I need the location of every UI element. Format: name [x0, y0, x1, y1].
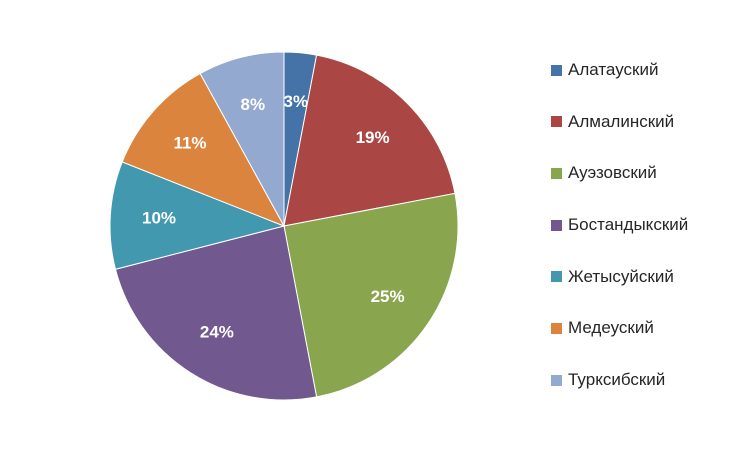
- slice-data-label: 10%: [142, 209, 176, 228]
- legend-label: Турксибский: [568, 370, 666, 390]
- legend-swatch: [551, 64, 562, 76]
- legend-item-bostandyksky: Бостандыкский: [551, 212, 746, 238]
- legend-swatch: [551, 374, 562, 386]
- slice-data-label: 11%: [173, 134, 206, 153]
- legend-label: Медеуский: [568, 318, 654, 338]
- legend-item-almalinsky: Алмалинский: [551, 109, 746, 135]
- legend-swatch: [551, 167, 562, 179]
- legend-label: Ауэзовский: [568, 163, 657, 183]
- pie-slice-6: [121, 72, 286, 227]
- legend-label: Алатауский: [568, 60, 659, 79]
- legend-swatch: [551, 271, 562, 283]
- slice-data-label: 3%: [284, 92, 309, 111]
- pie-slice-7: [199, 51, 285, 227]
- legend-item-zhetysuisky: Жетысуйский: [551, 264, 746, 290]
- slice-data-label: 8%: [241, 95, 266, 114]
- legend-label: Бостандыкский: [568, 215, 689, 235]
- legend-label: Жетысуйский: [568, 266, 674, 286]
- legend-swatch: [551, 219, 562, 231]
- slice-data-label: 25%: [371, 287, 405, 306]
- pie-slice-3: [283, 192, 459, 398]
- legend-item-turksibsky: Турксибский: [551, 367, 746, 393]
- pie-slice-4: [114, 225, 318, 401]
- legend-item-auezovsky: Ауэзовский: [551, 160, 746, 186]
- legend-label: Алмалинский: [568, 111, 675, 131]
- legend-item-alatausky: Алатауский: [551, 57, 746, 83]
- legend: Алатауский Алмалинский Ауэзовский Бостан…: [551, 57, 746, 419]
- pie-slice-5: [109, 161, 286, 270]
- pie-slice-2: [283, 54, 456, 227]
- legend-item-medeusky: Медеуский: [551, 315, 746, 341]
- slice-data-label: 19%: [356, 128, 390, 147]
- legend-swatch: [551, 322, 562, 334]
- legend-swatch: [551, 116, 562, 128]
- slice-data-label: 24%: [200, 322, 234, 341]
